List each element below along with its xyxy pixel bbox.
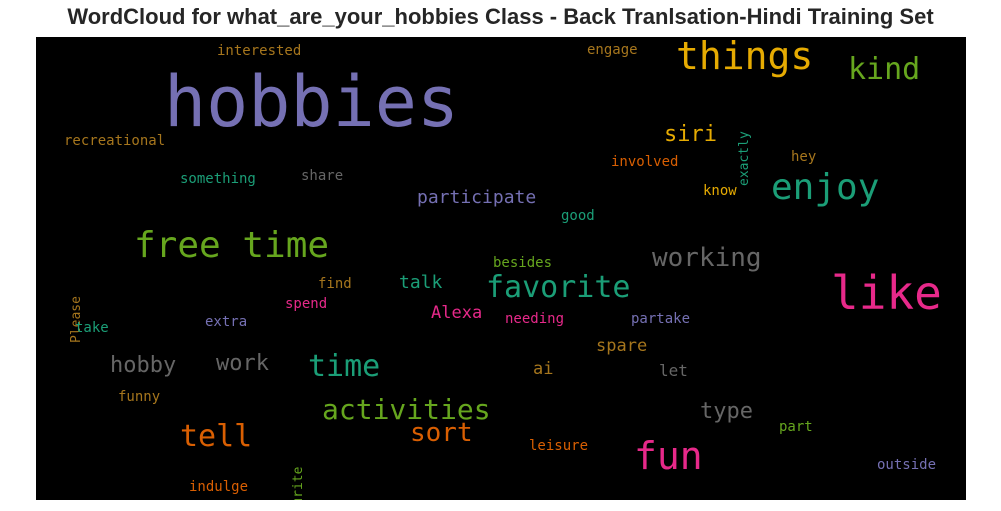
word-sort: sort bbox=[410, 418, 473, 448]
word-siri: siri bbox=[664, 122, 717, 147]
word-engage: engage bbox=[587, 42, 638, 58]
word-kind: kind bbox=[848, 52, 921, 87]
word-let: let bbox=[659, 361, 688, 380]
word-ai: ai bbox=[533, 359, 554, 379]
word-time: time bbox=[308, 349, 381, 384]
word-cloud: hobbies things kind enjoy like free time favor… bbox=[36, 37, 966, 500]
word-something: something bbox=[180, 171, 256, 187]
word-fun: fun bbox=[634, 434, 703, 478]
word-funny: funny bbox=[118, 389, 161, 405]
word-besides: besides bbox=[493, 255, 553, 271]
word-recreational: recreational bbox=[64, 133, 166, 149]
word-type: type bbox=[700, 399, 753, 424]
word-talk: talk bbox=[399, 272, 443, 293]
word-tell: tell bbox=[180, 419, 253, 454]
word-hobby: hobby bbox=[110, 353, 177, 378]
word-participate: participate bbox=[417, 187, 537, 208]
word-good: good bbox=[561, 208, 595, 224]
word-find: find bbox=[318, 276, 352, 292]
word-free-time: free time bbox=[134, 225, 330, 266]
word-share: share bbox=[301, 168, 344, 184]
word-work: work bbox=[216, 351, 269, 376]
word-working: working bbox=[652, 243, 762, 273]
word-know: know bbox=[703, 183, 737, 199]
word-spend: spend bbox=[285, 296, 328, 312]
word-take: take bbox=[75, 320, 109, 336]
word-partake: partake bbox=[631, 311, 691, 327]
word-involved: involved bbox=[611, 154, 679, 170]
word-spare: spare bbox=[596, 336, 648, 356]
word-extra: extra bbox=[205, 314, 248, 330]
word-hey: hey bbox=[791, 149, 817, 165]
word-needing: needing bbox=[505, 311, 565, 327]
word-hobbies: hobbies bbox=[164, 61, 460, 143]
word-activities: activities bbox=[322, 393, 491, 426]
word-alexa: Alexa bbox=[431, 303, 483, 323]
word-enjoy: enjoy bbox=[771, 167, 880, 208]
word-interested: interested bbox=[217, 43, 302, 59]
word-indulge: indulge bbox=[189, 479, 249, 495]
word-outside: outside bbox=[877, 457, 937, 473]
word-leisure: leisure bbox=[529, 438, 589, 454]
word-exactly: exactly bbox=[737, 130, 752, 186]
word-favorite: favorite bbox=[486, 270, 631, 305]
word-like: like bbox=[831, 266, 942, 320]
chart-title: WordCloud for what_are_your_hobbies Clas… bbox=[67, 4, 934, 29]
word-things: things bbox=[676, 37, 814, 78]
word-part: part bbox=[779, 419, 813, 435]
word-favourite: favourite bbox=[291, 467, 306, 500]
